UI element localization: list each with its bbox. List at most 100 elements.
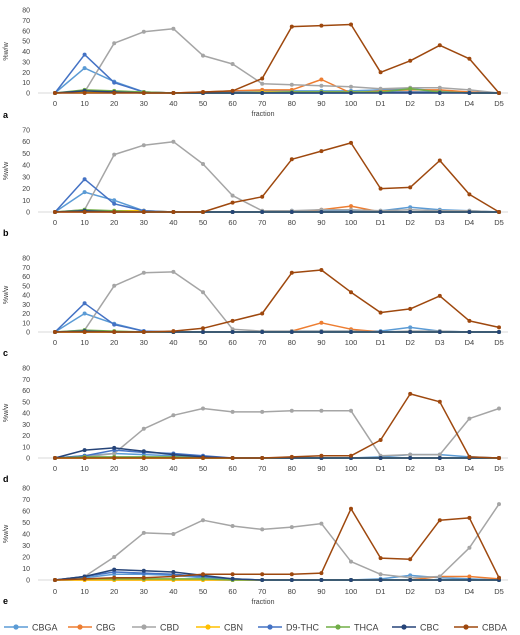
x-tick-label: 50 bbox=[199, 338, 207, 347]
legend-item-cbga: CBGA bbox=[4, 623, 58, 633]
data-point bbox=[141, 143, 146, 148]
data-point bbox=[437, 574, 442, 579]
panel-letter: b bbox=[3, 228, 9, 238]
x-tick-label: 40 bbox=[169, 464, 177, 473]
x-tick-label: 90 bbox=[317, 464, 325, 473]
x-tick-label: 50 bbox=[199, 99, 207, 108]
data-point bbox=[112, 152, 117, 157]
data-point bbox=[260, 527, 265, 532]
y-tick-label: 70 bbox=[22, 377, 30, 384]
x-tick-label: 20 bbox=[110, 464, 118, 473]
legend-swatch-marker bbox=[335, 624, 341, 630]
legend-item-d9-thc: D9-THC bbox=[258, 623, 319, 633]
data-point bbox=[289, 572, 294, 577]
y-tick-label: 70 bbox=[22, 128, 30, 135]
data-point bbox=[408, 325, 413, 330]
x-tick-label: 100 bbox=[345, 587, 358, 596]
data-point bbox=[230, 330, 235, 334]
x-tick-label: D5 bbox=[494, 218, 504, 227]
data-point bbox=[141, 210, 146, 214]
data-point bbox=[289, 82, 294, 87]
series-cbda bbox=[53, 391, 501, 460]
data-point bbox=[467, 192, 472, 197]
series-line bbox=[55, 142, 500, 213]
data-point bbox=[112, 91, 117, 95]
x-tick-label: 30 bbox=[140, 464, 148, 473]
series-line bbox=[54, 507, 500, 581]
x-axis-label: fraction bbox=[252, 599, 275, 606]
data-point bbox=[408, 185, 413, 190]
data-point bbox=[289, 210, 294, 214]
data-point bbox=[230, 210, 235, 214]
series-line bbox=[54, 271, 499, 333]
data-point bbox=[437, 578, 442, 582]
data-point bbox=[171, 329, 176, 334]
x-tick-label: 0 bbox=[53, 218, 57, 227]
legend-label: CBGA bbox=[32, 623, 58, 633]
data-point bbox=[408, 391, 413, 396]
data-point bbox=[53, 210, 57, 214]
y-axis-label: %w/w bbox=[3, 524, 10, 543]
legend-item-cbda: CBDA bbox=[454, 623, 507, 633]
y-tick-label: 40 bbox=[22, 163, 30, 170]
legend-label: THCA bbox=[354, 623, 379, 633]
x-tick-label: D3 bbox=[435, 218, 445, 227]
data-point bbox=[53, 578, 57, 582]
data-point bbox=[289, 408, 294, 413]
data-point bbox=[408, 330, 413, 334]
data-point bbox=[141, 530, 146, 535]
x-tick-label: 100 bbox=[345, 464, 358, 473]
legend-swatch-marker bbox=[463, 624, 469, 630]
data-point bbox=[349, 22, 353, 27]
series-line bbox=[54, 503, 500, 581]
x-tick-label: 100 bbox=[345, 218, 358, 227]
x-tick-label: 70 bbox=[258, 587, 266, 596]
data-point bbox=[171, 456, 176, 460]
data-point bbox=[141, 575, 146, 580]
legend-item-thca: THCA bbox=[326, 623, 379, 633]
x-tick-label: 100 bbox=[345, 338, 358, 347]
y-tick-label: 10 bbox=[22, 566, 30, 573]
x-tick-label: 40 bbox=[169, 587, 177, 596]
data-point bbox=[53, 456, 57, 460]
data-point bbox=[349, 84, 353, 89]
data-point bbox=[112, 555, 117, 559]
data-point bbox=[349, 506, 353, 511]
data-point bbox=[82, 210, 87, 214]
data-point bbox=[467, 87, 472, 92]
series-cbda bbox=[53, 268, 501, 334]
data-point bbox=[230, 318, 235, 323]
data-point bbox=[260, 456, 265, 460]
x-tick-label: 60 bbox=[228, 218, 236, 227]
x-tick-label: 70 bbox=[258, 99, 266, 108]
x-tick-label: D5 bbox=[494, 464, 504, 473]
y-tick-label: 10 bbox=[22, 444, 30, 451]
data-point bbox=[260, 330, 265, 334]
data-point bbox=[437, 85, 442, 90]
data-point bbox=[53, 330, 57, 334]
data-point bbox=[260, 210, 265, 214]
x-tick-label: 20 bbox=[110, 99, 118, 108]
y-tick-label: 10 bbox=[22, 80, 30, 87]
data-point bbox=[82, 301, 87, 306]
panel-letter: c bbox=[3, 348, 8, 358]
data-point bbox=[408, 91, 413, 95]
y-tick-label: 60 bbox=[22, 509, 30, 516]
data-point bbox=[230, 576, 235, 581]
data-point bbox=[497, 91, 501, 95]
data-point bbox=[319, 149, 324, 154]
data-point bbox=[141, 568, 146, 573]
y-tick-label: 10 bbox=[22, 320, 30, 327]
data-point bbox=[230, 200, 235, 205]
data-point bbox=[467, 210, 472, 214]
data-point bbox=[112, 198, 117, 203]
data-point bbox=[230, 456, 235, 460]
panel-letter: e bbox=[3, 596, 8, 606]
data-point bbox=[82, 330, 87, 334]
data-point bbox=[201, 456, 205, 460]
x-tick-label: 60 bbox=[228, 464, 236, 473]
data-point bbox=[230, 409, 235, 414]
data-point bbox=[82, 576, 87, 581]
y-tick-label: 60 bbox=[22, 28, 30, 35]
